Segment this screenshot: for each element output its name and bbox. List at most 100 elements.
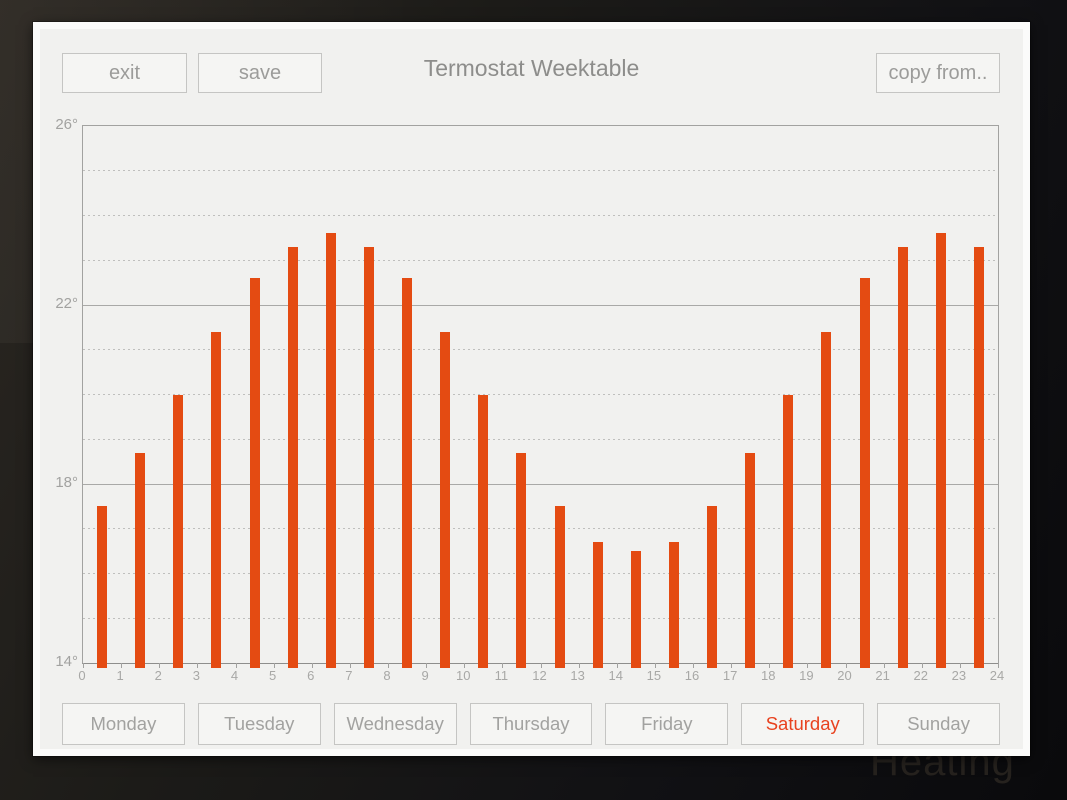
x-axis-label-2: 2 bbox=[154, 668, 162, 683]
x-tick-21 bbox=[883, 663, 885, 668]
x-axis-label-15: 15 bbox=[646, 668, 662, 683]
gridline-16deg bbox=[83, 573, 998, 574]
x-tick-19 bbox=[807, 663, 809, 668]
x-tick-5 bbox=[273, 663, 275, 668]
day-tab-thursday[interactable]: Thursday bbox=[469, 703, 593, 745]
x-axis-label-9: 9 bbox=[421, 668, 429, 683]
x-axis-label-5: 5 bbox=[269, 668, 277, 683]
x-axis-label-20: 20 bbox=[837, 668, 852, 683]
x-tick-10 bbox=[464, 663, 466, 668]
temp-bar-hour-21[interactable] bbox=[897, 246, 908, 668]
gridline-24deg bbox=[83, 215, 998, 216]
temp-bar-hour-15[interactable] bbox=[668, 542, 679, 668]
gridline-25deg bbox=[83, 170, 998, 172]
day-tab-wednesday[interactable]: Wednesday bbox=[333, 703, 457, 745]
x-tick-11 bbox=[502, 663, 504, 668]
temp-bar-hour-13[interactable] bbox=[592, 542, 603, 668]
weektable-dialog: exit save Termostat Weektable copy from.… bbox=[33, 22, 1030, 756]
temp-bar-hour-19[interactable] bbox=[821, 331, 832, 668]
day-tab-friday[interactable]: Friday bbox=[605, 703, 729, 745]
gridline-19deg bbox=[83, 438, 998, 440]
x-tick-3 bbox=[197, 663, 199, 668]
x-tick-20 bbox=[845, 663, 847, 668]
x-axis-label-10: 10 bbox=[456, 668, 471, 683]
x-axis-label-23: 23 bbox=[951, 668, 967, 683]
gridline-15deg bbox=[83, 617, 998, 619]
x-axis-label-22: 22 bbox=[913, 668, 928, 683]
save-button[interactable]: save bbox=[198, 53, 322, 93]
x-tick-17 bbox=[731, 663, 733, 668]
x-axis-label-21: 21 bbox=[875, 668, 890, 683]
day-tabs: Monday Tuesday Wednesday Thursday Friday Satu… bbox=[62, 703, 1001, 745]
temp-bar-hour-6[interactable] bbox=[325, 233, 336, 668]
temp-bar-hour-17[interactable] bbox=[745, 452, 756, 668]
x-axis-label-0: 0 bbox=[78, 668, 86, 683]
temp-bar-hour-14[interactable] bbox=[630, 551, 641, 668]
x-tick-12 bbox=[540, 663, 542, 668]
temp-bar-hour-0[interactable] bbox=[97, 506, 108, 668]
x-tick-23 bbox=[959, 663, 961, 668]
x-tick-2 bbox=[159, 663, 161, 668]
x-tick-22 bbox=[921, 663, 923, 668]
gridline-21deg bbox=[83, 349, 998, 351]
x-tick-14 bbox=[616, 663, 618, 668]
copy-from-button[interactable]: copy from.. bbox=[876, 53, 1000, 93]
y-axis-label-22: 22° bbox=[55, 295, 78, 312]
temp-bar-hour-11[interactable] bbox=[516, 452, 527, 668]
gridline-22deg bbox=[83, 304, 998, 306]
exit-button[interactable]: exit bbox=[62, 53, 187, 93]
x-tick-8 bbox=[388, 663, 389, 668]
y-axis-label-14: 14° bbox=[55, 653, 78, 670]
x-axis-label-13: 13 bbox=[570, 668, 585, 683]
temp-bar-hour-3[interactable] bbox=[211, 331, 222, 668]
x-tick-9 bbox=[426, 663, 428, 668]
y-axis-label-18: 18° bbox=[55, 474, 78, 491]
temp-bar-hour-7[interactable] bbox=[363, 246, 374, 668]
day-tab-tuesday[interactable]: Tuesday bbox=[197, 703, 321, 745]
temp-bar-hour-23[interactable] bbox=[973, 246, 984, 668]
x-axis-label-12: 12 bbox=[532, 668, 547, 683]
x-tick-6 bbox=[311, 663, 313, 668]
day-tab-saturday[interactable]: Saturday bbox=[741, 703, 865, 745]
x-axis-label-14: 14 bbox=[608, 668, 623, 683]
x-axis-label-6: 6 bbox=[307, 668, 315, 683]
x-axis-label-4: 4 bbox=[230, 668, 239, 683]
x-tick-7 bbox=[349, 663, 351, 668]
temp-bar-hour-20[interactable] bbox=[859, 278, 870, 668]
day-tab-sunday[interactable]: Sunday bbox=[877, 703, 1001, 745]
temp-bar-hour-16[interactable] bbox=[707, 506, 718, 668]
x-axis-label-17: 17 bbox=[722, 668, 738, 683]
x-axis-label-24: 24 bbox=[989, 668, 1005, 683]
x-tick-0 bbox=[83, 663, 84, 668]
y-axis-label-26: 26° bbox=[55, 116, 78, 133]
gridline-23deg bbox=[83, 259, 998, 261]
temp-bar-hour-18[interactable] bbox=[783, 394, 794, 668]
temp-bar-hour-10[interactable] bbox=[478, 394, 489, 668]
x-axis-label-18: 18 bbox=[761, 668, 776, 683]
temp-bar-hour-22[interactable] bbox=[935, 233, 946, 668]
x-axis-label-7: 7 bbox=[345, 668, 353, 683]
x-axis-label-8: 8 bbox=[383, 668, 391, 683]
x-tick-4 bbox=[235, 663, 237, 668]
gridline-18deg bbox=[83, 483, 998, 485]
temp-bar-hour-4[interactable] bbox=[249, 278, 260, 668]
temp-bar-hour-1[interactable] bbox=[135, 452, 146, 668]
temp-bar-hour-2[interactable] bbox=[173, 394, 184, 668]
x-tick-24 bbox=[998, 663, 999, 668]
temp-bar-hour-8[interactable] bbox=[402, 278, 413, 668]
temp-bar-hour-9[interactable] bbox=[440, 331, 451, 668]
x-axis-label-11: 11 bbox=[494, 668, 509, 683]
x-axis-label-1: 1 bbox=[116, 668, 124, 683]
temp-bar-hour-12[interactable] bbox=[554, 506, 565, 668]
x-tick-13 bbox=[578, 663, 580, 668]
temperature-chart-plot bbox=[82, 125, 999, 668]
gridline-20deg bbox=[83, 394, 998, 395]
x-axis-label-16: 16 bbox=[684, 668, 700, 683]
gridline-17deg bbox=[83, 528, 998, 530]
x-tick-16 bbox=[693, 663, 694, 668]
x-axis-label-3: 3 bbox=[192, 668, 200, 683]
temp-bar-hour-5[interactable] bbox=[287, 246, 298, 668]
x-tick-18 bbox=[769, 663, 771, 668]
x-tick-15 bbox=[654, 663, 656, 668]
day-tab-monday[interactable]: Monday bbox=[62, 703, 185, 745]
